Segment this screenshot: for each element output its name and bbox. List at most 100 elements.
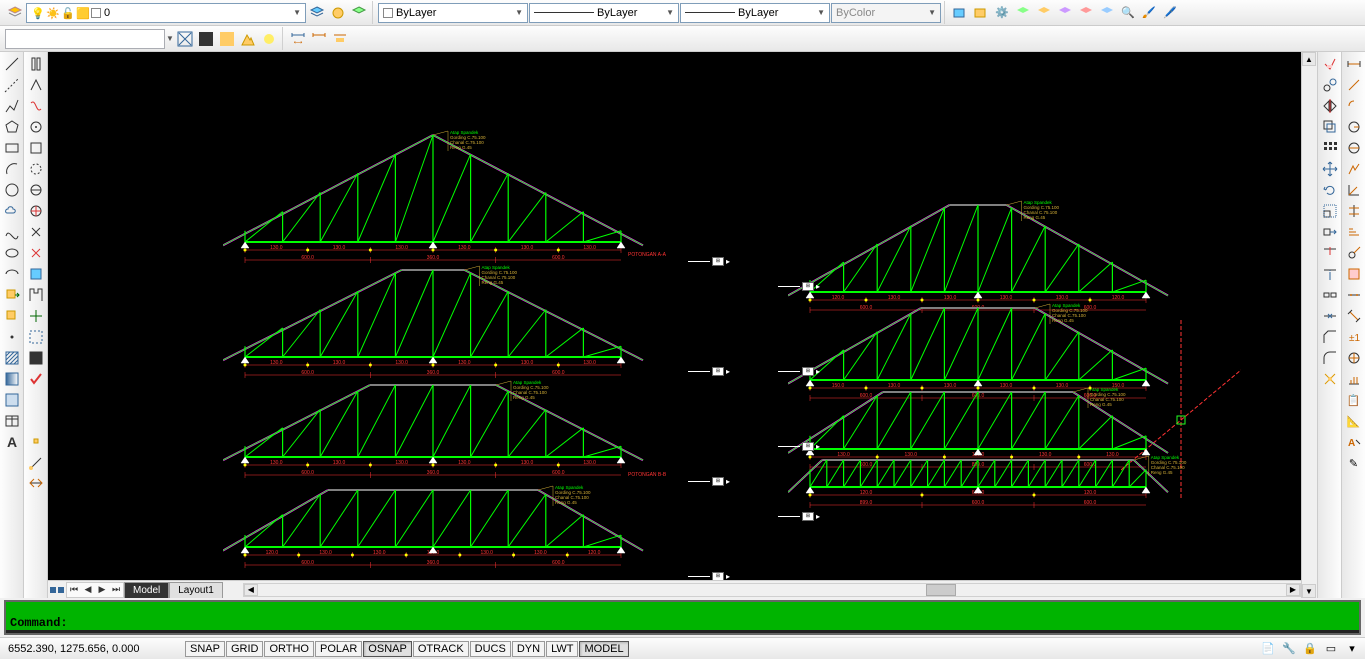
revision-cloud-tool[interactable]: [2, 201, 22, 221]
construction-line-tool[interactable]: [2, 75, 22, 95]
dim-17[interactable]: 📋: [1344, 390, 1364, 410]
structural-4[interactable]: [26, 117, 46, 137]
structural-5[interactable]: [26, 138, 46, 158]
dim-8[interactable]: [1344, 201, 1364, 221]
dim-10[interactable]: [1344, 243, 1364, 263]
osnap-set-2[interactable]: [26, 452, 46, 472]
table-tool[interactable]: [2, 411, 22, 431]
dim-20[interactable]: ✎: [1344, 453, 1364, 473]
tab-first[interactable]: ⏮: [67, 583, 81, 597]
structural-10[interactable]: [26, 243, 46, 263]
region-tool[interactable]: [2, 390, 22, 410]
dim-3[interactable]: [1344, 96, 1364, 116]
mirror-tool[interactable]: [1320, 96, 1340, 116]
ducs-toggle[interactable]: DUCS: [470, 641, 511, 657]
dim-linear[interactable]: ⟷: [288, 29, 308, 49]
move-tool[interactable]: [1320, 159, 1340, 179]
dim-7[interactable]: [1344, 180, 1364, 200]
tool-gear[interactable]: ⚙️: [992, 3, 1012, 23]
lwt-toggle[interactable]: LWT: [546, 641, 578, 657]
linetype-dropdown[interactable]: ByLayer ▼: [529, 3, 679, 23]
modelspace-toggle[interactable]: MODEL: [579, 641, 628, 657]
extend-tool[interactable]: [1320, 264, 1340, 284]
find-btn-2[interactable]: [196, 29, 216, 49]
circle-tool[interactable]: [2, 180, 22, 200]
tray-icon-4[interactable]: ▭: [1322, 640, 1340, 658]
dim-15[interactable]: [1344, 348, 1364, 368]
structural-11[interactable]: [26, 264, 46, 284]
vertical-scrollbar[interactable]: ▲ ▼: [1301, 52, 1317, 598]
coordinates-display[interactable]: 6552.390, 1275.656, 0.000: [4, 643, 184, 655]
layer-off-btn[interactable]: [328, 3, 348, 23]
hatch-sel[interactable]: [26, 348, 46, 368]
structural-1[interactable]: [26, 54, 46, 74]
otrack-toggle[interactable]: OTRACK: [413, 641, 469, 657]
scroll-down[interactable]: ▼: [1302, 584, 1316, 598]
check-tool[interactable]: [26, 369, 46, 389]
structural-13[interactable]: [26, 306, 46, 326]
dim-angular[interactable]: [309, 29, 329, 49]
structural-12[interactable]: [26, 285, 46, 305]
model-viewport[interactable]: 130.0130.0130.0130.0130.0130.0600.0360.0…: [48, 52, 1301, 580]
dim-12[interactable]: [1344, 285, 1364, 305]
tool-1[interactable]: [950, 3, 970, 23]
tool-zoom[interactable]: 🔍: [1118, 3, 1138, 23]
tool-8[interactable]: [1097, 3, 1117, 23]
break-tool[interactable]: [1320, 285, 1340, 305]
point-tool[interactable]: [2, 327, 22, 347]
osnap-set-3[interactable]: [26, 473, 46, 493]
grid-toggle[interactable]: GRID: [226, 641, 264, 657]
dim-4[interactable]: [1344, 117, 1364, 137]
dim-6[interactable]: [1344, 159, 1364, 179]
layer-dropdown[interactable]: 💡☀️🔓🟨 0 ▼: [26, 3, 306, 23]
tray-icon-2[interactable]: 🔧: [1280, 640, 1298, 658]
tray-expand-icon[interactable]: ▾: [1343, 640, 1361, 658]
snap-toggle[interactable]: SNAP: [185, 641, 225, 657]
dim-18[interactable]: 📐: [1344, 411, 1364, 431]
dim-19[interactable]: A: [1344, 432, 1364, 452]
explode-tool[interactable]: [1320, 369, 1340, 389]
find-btn-4[interactable]: [238, 29, 258, 49]
arc-tool[interactable]: [2, 159, 22, 179]
dim-5[interactable]: [1344, 138, 1364, 158]
tab-prev[interactable]: ◀: [81, 583, 95, 597]
dim-11[interactable]: [1344, 264, 1364, 284]
rectangle-tool[interactable]: [2, 138, 22, 158]
rect-sel[interactable]: [26, 327, 46, 347]
scroll-thumb-h[interactable]: [926, 584, 956, 596]
spline-tool[interactable]: [2, 222, 22, 242]
text-tool[interactable]: A: [2, 432, 22, 452]
gradient-tool[interactable]: [2, 369, 22, 389]
structural-7[interactable]: [26, 180, 46, 200]
offset-tool[interactable]: [1320, 117, 1340, 137]
tray-icon-1[interactable]: 📄: [1259, 640, 1277, 658]
tool-x[interactable]: 🖊️: [1160, 3, 1180, 23]
ellipse-tool[interactable]: [2, 243, 22, 263]
tray-lock-icon[interactable]: 🔒: [1301, 640, 1319, 658]
structural-8[interactable]: [26, 201, 46, 221]
tab-model[interactable]: Model: [124, 582, 169, 598]
stretch-tool[interactable]: [1320, 222, 1340, 242]
rotate-tool[interactable]: [1320, 180, 1340, 200]
tab-last[interactable]: ⏭: [109, 583, 123, 597]
tab-next[interactable]: ▶: [95, 583, 109, 597]
erase-tool[interactable]: [1320, 54, 1340, 74]
quick-view[interactable]: [48, 580, 66, 599]
structural-9[interactable]: [26, 222, 46, 242]
chamfer-tool[interactable]: [1320, 327, 1340, 347]
lineweight-dropdown[interactable]: ByLayer ▼: [680, 3, 830, 23]
dim-16[interactable]: [1344, 369, 1364, 389]
copy-tool[interactable]: [1320, 75, 1340, 95]
scroll-up[interactable]: ▲: [1302, 52, 1316, 66]
find-btn-5[interactable]: [259, 29, 279, 49]
tool-brush[interactable]: 🖌️: [1139, 3, 1159, 23]
hatch-tool[interactable]: [2, 348, 22, 368]
insert-block-tool[interactable]: [2, 285, 22, 305]
tab-layout1[interactable]: Layout1: [169, 582, 223, 598]
ellipse-arc-tool[interactable]: [2, 264, 22, 284]
plotstyle-dropdown[interactable]: ByColor ▼: [831, 3, 941, 23]
find-btn-1[interactable]: [175, 29, 195, 49]
tool-2[interactable]: [971, 3, 991, 23]
scale-tool[interactable]: [1320, 201, 1340, 221]
ortho-toggle[interactable]: ORTHO: [264, 641, 314, 657]
